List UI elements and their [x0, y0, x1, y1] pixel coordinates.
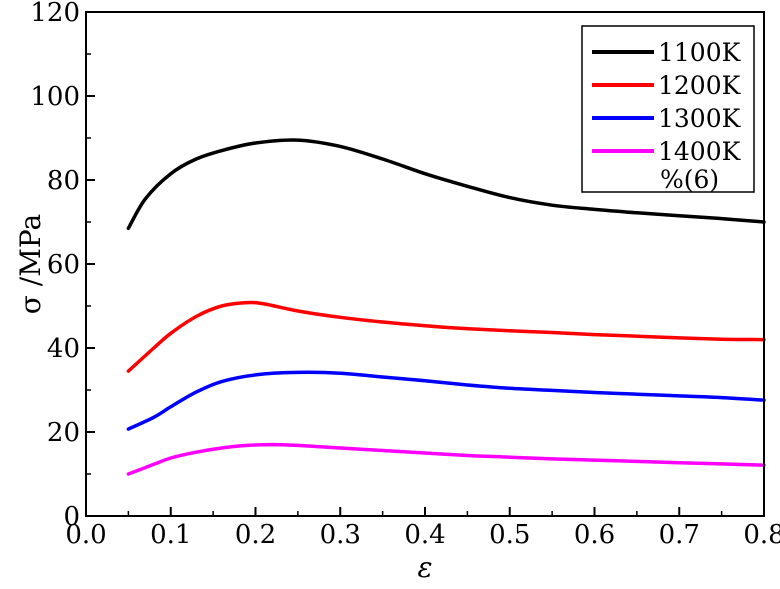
legend-note: %(6)	[660, 165, 719, 194]
legend-items: 1100K 1200K 1300K 1400K	[592, 38, 742, 166]
x-tick-label: 0.4	[404, 520, 445, 550]
x-tick-label: 0.8	[743, 520, 780, 550]
series-line-1100K	[126, 138, 766, 231]
series-layer	[126, 138, 766, 476]
x-tick-label: 0.2	[235, 520, 276, 550]
legend: 1100K 1200K 1300K 1400K %(6)	[581, 25, 755, 194]
y-tick-label: 0	[63, 502, 80, 532]
x-axis-title: ε	[417, 551, 432, 584]
y-tick-label: 20	[47, 418, 80, 448]
y-tick-label: 80	[47, 166, 80, 196]
legend-label-1300K: 1300K	[658, 104, 742, 133]
legend-label-1100K: 1100K	[658, 38, 742, 67]
series-line-1300K	[126, 370, 766, 431]
y-tick-label: 120	[30, 0, 80, 28]
series-line-1400K	[126, 442, 766, 476]
series-line-1200K	[126, 300, 766, 373]
y-tick-label: 40	[47, 334, 80, 364]
x-tick-label: 0.5	[489, 520, 530, 550]
x-tick-label: 0.7	[659, 520, 700, 550]
x-tick-label: 0.1	[150, 520, 191, 550]
legend-label-1200K: 1200K	[658, 71, 742, 100]
x-tick-label: 0.0	[65, 520, 106, 550]
y-tick-label: 100	[30, 82, 80, 112]
legend-label-1400K: 1400K	[658, 137, 742, 166]
ticks-layer: 0.0 0.1 0.2 0.3 0.4 0.5 0.6 0.7 0.8 0 20 40 60 80 100 1…	[30, 0, 780, 550]
y-tick-label: 60	[47, 250, 80, 280]
y-axis-title: σ /MPa	[14, 214, 47, 314]
x-tick-label: 0.6	[574, 520, 615, 550]
x-tick-label: 0.3	[320, 520, 361, 550]
